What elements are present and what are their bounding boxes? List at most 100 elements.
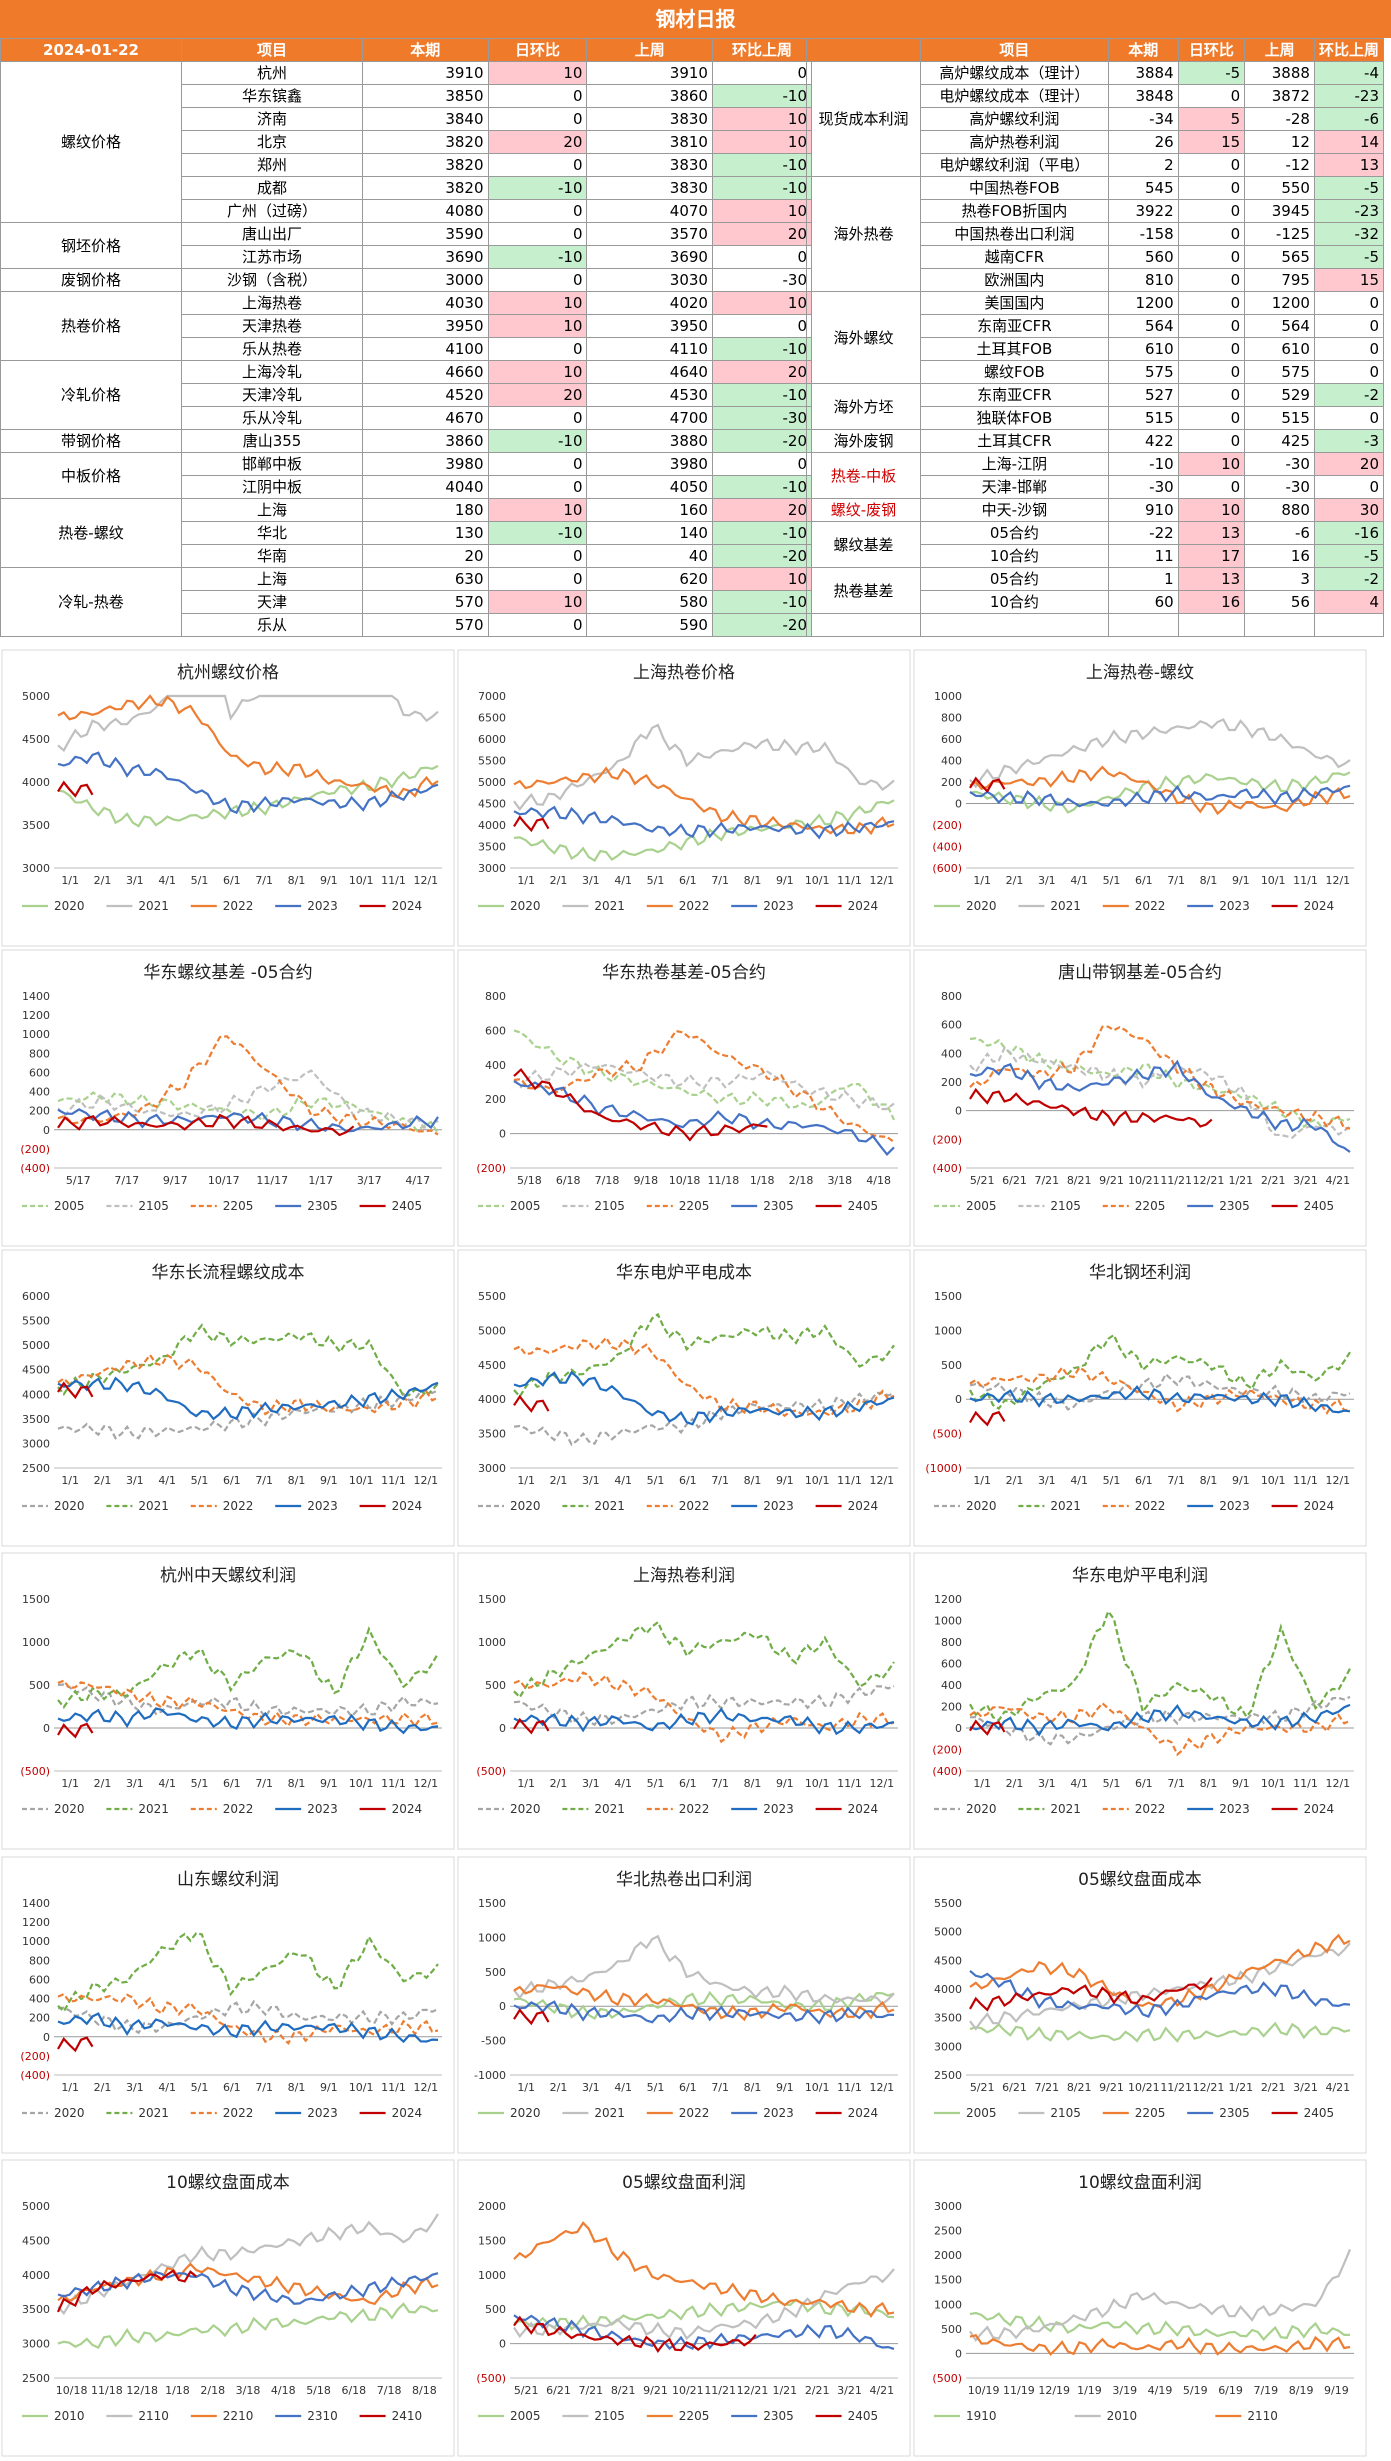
daily-change: 0 — [1177, 291, 1246, 315]
table-row: 热卷-中板 上海-江阴 -10 10 -30 20 — [806, 452, 1385, 499]
table-row: 冷轧-热卷 上海 630 0 620 10 — [0, 567, 813, 637]
weekly-change: -20 — [711, 613, 813, 637]
x-tick-label: 1/18 — [750, 1174, 775, 1187]
chart-frame — [1, 1856, 455, 2154]
x-tick-label: 2/21 — [1261, 2081, 1286, 2094]
y-tick-label: (500) — [20, 1765, 50, 1778]
series-line-2305 — [969, 1059, 1351, 1153]
last-week-value: 3 — [1244, 567, 1315, 591]
header-cell: 项目 — [919, 38, 1109, 62]
item-cell: 螺纹FOB — [919, 360, 1109, 384]
y-tick-label: 5000 — [22, 1339, 50, 1352]
last-week-value: 564 — [1244, 314, 1315, 338]
category-cell: 海外热卷 — [806, 176, 921, 292]
series-line-2405 — [513, 2315, 757, 2353]
x-tick-label: 5/1 — [1103, 1777, 1121, 1790]
x-tick-label: 5/1 — [191, 874, 209, 887]
x-tick-label: 2/18 — [789, 1174, 814, 1187]
x-tick-label: 2/1 — [1006, 874, 1024, 887]
daily-change: 13 — [1177, 521, 1246, 545]
x-tick-label: 5/1 — [1103, 874, 1121, 887]
last-week-value: 3810 — [586, 130, 713, 154]
category-cell: 冷轧-热卷 — [0, 567, 183, 637]
x-tick-label: 2/1 — [94, 2081, 112, 2094]
item-cell: 上海-江阴 — [919, 452, 1109, 476]
header-cell: 项目 — [181, 38, 364, 62]
x-tick-label: 6/1 — [1135, 874, 1153, 887]
daily-change: 0 — [487, 544, 588, 568]
x-tick-label: 10/18 — [56, 2384, 88, 2397]
legend-label: 2023 — [307, 2106, 338, 2120]
daily-change: 10 — [487, 498, 588, 522]
series-line-2021 — [57, 1323, 439, 1398]
y-tick-label: (500) — [476, 1765, 506, 1778]
x-tick-label: 10/1 — [1261, 874, 1286, 887]
current-value: 810 — [1107, 268, 1179, 292]
legend-label: 2023 — [763, 2106, 794, 2120]
table-row: 天津 570 10 580 -10 — [1, 590, 813, 614]
x-tick-label: 9/1 — [776, 1474, 794, 1487]
legend-label: 2022 — [679, 1499, 710, 1513]
y-tick-label: 1000 — [22, 1935, 50, 1948]
current-value: 527 — [1107, 383, 1179, 407]
y-tick-label: 2500 — [22, 1462, 50, 1475]
legend-label: 2405 — [392, 1199, 423, 1213]
last-week-value: 12 — [1244, 130, 1315, 154]
weekly-change: -16 — [1313, 521, 1385, 545]
header-cell: 上周 — [1244, 38, 1315, 62]
series-line-2021 — [969, 1609, 1351, 1722]
y-tick-label: 6500 — [478, 712, 506, 725]
x-tick-label: 5/1 — [191, 2081, 209, 2094]
daily-change: 10 — [487, 360, 588, 384]
last-week-value: 56 — [1244, 590, 1315, 614]
y-tick-label: 0 — [499, 2000, 506, 2013]
series-line-2405 — [969, 1977, 1213, 2012]
y-tick-label: 0 — [955, 798, 962, 811]
x-tick-label: 12/21 — [1193, 1174, 1225, 1187]
x-tick-label: 8/1 — [744, 1777, 762, 1790]
table-row: 废钢价格 沙钢（含税） 3000 0 3030 -30 — [0, 268, 813, 292]
x-tick-label: 9/21 — [1099, 1174, 1124, 1187]
y-tick-label: 0 — [499, 1722, 506, 1735]
series-line-2024 — [57, 1381, 94, 1400]
y-tick-label: 0 — [43, 1124, 50, 1137]
daily-change: 0 — [1177, 176, 1246, 200]
current-value: 570 — [362, 613, 489, 637]
legend-label: 2105 — [1050, 1199, 1081, 1213]
daily-change — [1177, 613, 1246, 637]
x-tick-label: 4/1 — [1070, 1777, 1088, 1790]
item-cell: 天津热卷 — [181, 314, 364, 338]
x-tick-label: 5/19 — [1183, 2384, 1208, 2397]
x-tick-label: 4/17 — [405, 1174, 430, 1187]
x-tick-label: 3/19 — [1112, 2384, 1137, 2397]
table-row: 带钢价格 唐山355 3860 -10 3880 -20 — [0, 429, 813, 453]
legend-label: 2205 — [1135, 1199, 1166, 1213]
series-line-2022 — [57, 694, 439, 799]
y-tick-label: (200) — [20, 2050, 50, 2063]
x-tick-label: 4/1 — [158, 2081, 176, 2094]
current-value: 3922 — [1107, 199, 1179, 223]
x-tick-label: 5/1 — [1103, 1474, 1121, 1487]
x-tick-label: 3/21 — [1293, 1174, 1318, 1187]
legend-label: 2023 — [1219, 1499, 1250, 1513]
x-tick-label: 11/19 — [1003, 2384, 1035, 2397]
legend-label: 2024 — [848, 2106, 879, 2120]
y-tick-label: 1200 — [22, 1009, 50, 1022]
last-week-value: 3830 — [586, 153, 713, 177]
chart-7: 华东电炉平电成本 3000 3500 4000 4500 5000 5500 1/1 2/1 3/… — [457, 1249, 911, 1547]
x-tick-label: 9/1 — [776, 2081, 794, 2094]
x-tick-label: 9/1 — [776, 1777, 794, 1790]
item-cell: 中天-沙钢 — [919, 498, 1109, 522]
y-tick-label: 400 — [29, 1993, 50, 2006]
series-line-2023 — [57, 1376, 439, 1421]
x-tick-label: 4/1 — [158, 1777, 176, 1790]
last-week-value: 3830 — [586, 176, 713, 200]
x-tick-label: 11/1 — [381, 2081, 406, 2094]
daily-change: 0 — [1177, 360, 1246, 384]
category-cell: 热卷-螺纹 — [0, 498, 183, 568]
chart-frame — [457, 1249, 911, 1547]
last-week-value: 3030 — [586, 268, 713, 292]
y-tick-label: 1500 — [478, 2234, 506, 2247]
x-tick-label: 10/1 — [349, 2081, 374, 2094]
current-value: -158 — [1107, 222, 1179, 246]
